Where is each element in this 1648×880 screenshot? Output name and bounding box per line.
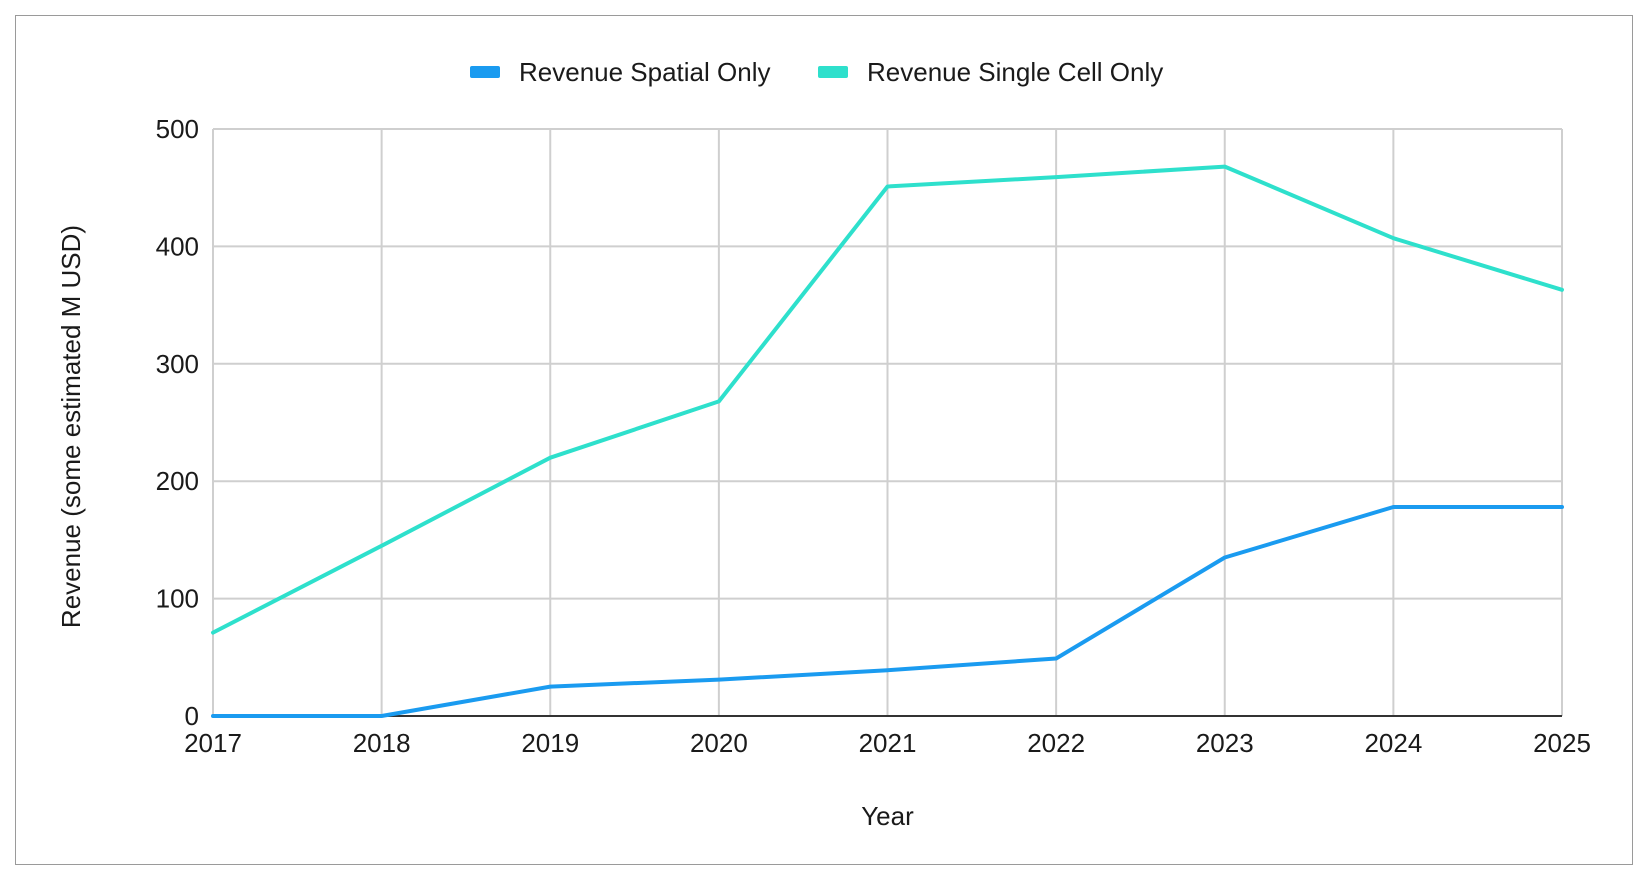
legend-swatch — [470, 66, 500, 78]
y-tick-label: 0 — [185, 701, 199, 731]
y-tick-label: 500 — [156, 114, 199, 144]
legend-label: Revenue Single Cell Only — [867, 57, 1163, 87]
data-point — [1392, 237, 1394, 239]
data-point — [1055, 657, 1057, 659]
data-point — [549, 686, 551, 688]
y-tick-label: 400 — [156, 231, 199, 261]
y-tick-label: 200 — [156, 466, 199, 496]
x-tick-label: 2020 — [690, 728, 748, 758]
y-axis-title: Revenue (some estimated M USD) — [56, 225, 86, 628]
data-point — [1055, 176, 1057, 178]
data-point — [381, 545, 383, 547]
data-point — [381, 715, 383, 717]
legend-swatch — [818, 66, 848, 78]
series-layer — [211, 164, 1564, 718]
data-point — [1224, 166, 1226, 168]
y-tick-label: 100 — [156, 584, 199, 614]
legend-label: Revenue Spatial Only — [519, 57, 770, 87]
x-axis-title: Year — [861, 801, 914, 831]
x-tick-label: 2017 — [184, 728, 242, 758]
data-point — [1561, 506, 1563, 508]
data-point — [549, 457, 551, 459]
y-tick-label: 300 — [156, 349, 199, 379]
chart-frame — [15, 15, 1633, 865]
data-point — [718, 400, 720, 402]
x-tick-label: 2021 — [859, 728, 917, 758]
data-point — [212, 632, 214, 634]
grid-layer — [212, 128, 1563, 716]
data-point — [887, 186, 888, 188]
data-point — [1224, 557, 1226, 559]
x-tick-label: 2024 — [1364, 728, 1422, 758]
data-point — [1392, 506, 1394, 508]
legend: Revenue Spatial Only Revenue Single Cell … — [470, 57, 1163, 87]
data-point — [887, 669, 888, 671]
axis-layer: 0 100 200 300 400 500 2017 2018 2019 2020 2021 2022… — [156, 114, 1591, 758]
data-point — [718, 679, 720, 681]
x-tick-label: 2019 — [521, 728, 579, 758]
x-tick-label: 2023 — [1196, 728, 1254, 758]
data-point — [212, 715, 214, 717]
x-tick-label: 2018 — [353, 728, 411, 758]
x-tick-label: 2022 — [1027, 728, 1085, 758]
x-tick-label: 2025 — [1533, 728, 1591, 758]
data-point — [1561, 289, 1563, 291]
